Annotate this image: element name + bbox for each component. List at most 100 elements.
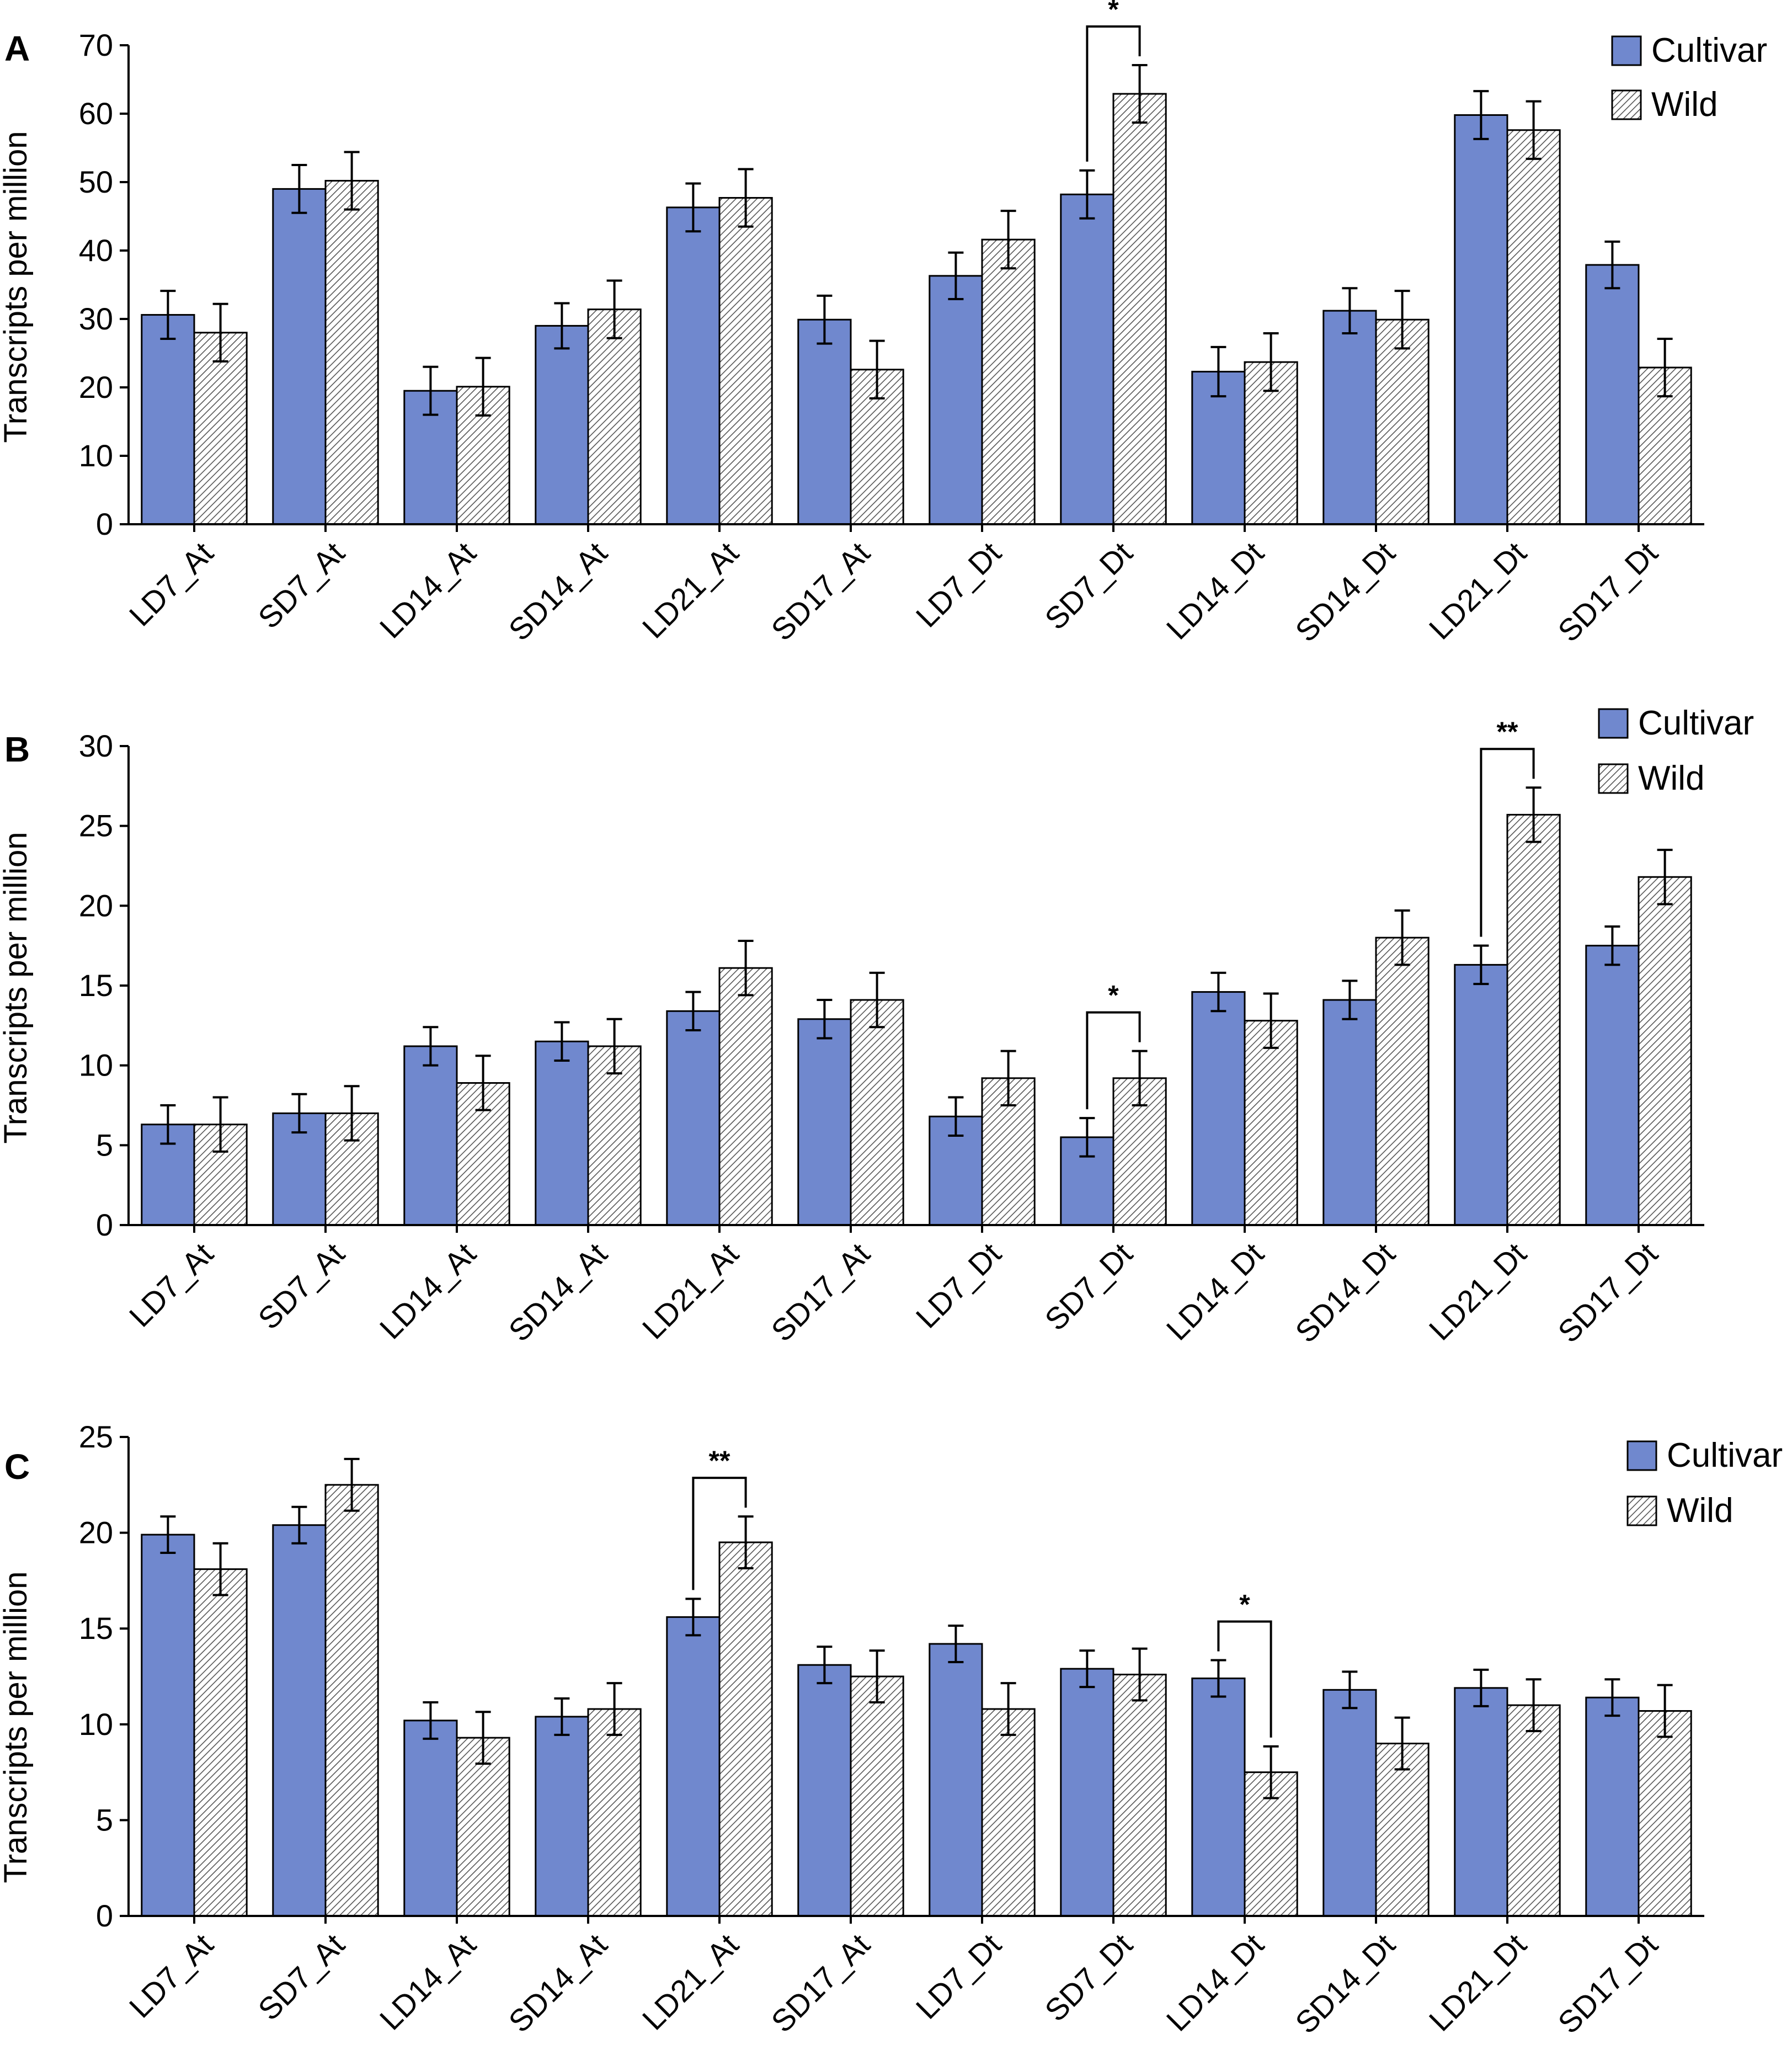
y-tick-label: 20 xyxy=(79,1515,113,1550)
bar-wild xyxy=(1112,1674,1167,1917)
x-tick-label: SD14_At xyxy=(502,1236,614,1348)
legend-label-cultivar: Cultivar xyxy=(1638,704,1754,742)
x-tick-label: LD7_At xyxy=(122,535,220,633)
x-tick-label: LD14_At xyxy=(373,535,483,645)
bar-cultivar xyxy=(1454,1687,1508,1917)
bar-cultivar xyxy=(141,314,195,525)
bar-wild xyxy=(1244,1020,1298,1226)
bar-cultivar xyxy=(1060,193,1114,525)
bar-wild xyxy=(981,1708,1036,1917)
bar-wild xyxy=(850,1675,904,1917)
y-tick-label: 60 xyxy=(79,96,113,131)
bar-wild xyxy=(324,1484,379,1917)
x-tick-label: SD14_Dt xyxy=(1288,1236,1402,1350)
x-tick-label: SD17_Dt xyxy=(1551,1927,1665,2041)
bar-cultivar xyxy=(666,206,721,525)
x-tick-label: LD7_At xyxy=(122,1927,220,2025)
panel-letter-a: A xyxy=(4,29,30,68)
bar-cultivar xyxy=(1322,1689,1377,1917)
bar-cultivar xyxy=(403,1719,458,1917)
y-tick-label: 0 xyxy=(96,1898,113,1933)
legend-label-cultivar: Cultivar xyxy=(1667,1436,1783,1474)
bar-wild xyxy=(718,1541,773,1917)
bar-cultivar xyxy=(797,1018,852,1226)
bar-cultivar xyxy=(272,188,327,525)
y-tick-label: 15 xyxy=(79,1611,113,1646)
y-axis-title-c: Transcripts per million xyxy=(0,1571,34,1883)
legend-a: Cultivar Wild xyxy=(1611,31,1767,124)
x-tick-label: SD14_At xyxy=(502,535,614,647)
x-tick-label: LD21_Dt xyxy=(1422,1927,1533,2038)
bar-wild xyxy=(981,238,1036,525)
y-tick-label: 20 xyxy=(79,888,113,923)
legend-label-cultivar: Cultivar xyxy=(1651,31,1767,70)
x-tick-label: SD14_Dt xyxy=(1288,1927,1402,2041)
bar-wild xyxy=(1506,1704,1561,1917)
x-tick-label: SD17_Dt xyxy=(1551,535,1665,649)
bar-cultivar xyxy=(1454,963,1508,1226)
significance-bracket xyxy=(692,1477,747,1590)
y-tick-label: 25 xyxy=(79,808,113,843)
legend-swatch-cultivar xyxy=(1626,1440,1657,1471)
y-tick-label: 0 xyxy=(96,507,113,541)
x-tick-label: SD17_At xyxy=(764,535,876,647)
x-tick-label: SD17_At xyxy=(764,1927,876,2039)
y-tick-label: 5 xyxy=(96,1127,113,1162)
bar-wild xyxy=(1638,1710,1692,1917)
bar-cultivar xyxy=(1585,1696,1640,1917)
bar-cultivar xyxy=(929,275,983,525)
y-axis-title-a: Transcripts per million xyxy=(0,131,34,443)
bar-wild xyxy=(324,180,379,525)
x-tick-label: SD17_Dt xyxy=(1551,1236,1665,1350)
x-tick-label: LD21_Dt xyxy=(1422,1236,1533,1347)
x-tick-label: LD21_At xyxy=(636,535,745,645)
y-tick-label: 30 xyxy=(79,301,113,336)
bar-wild xyxy=(1375,318,1430,525)
x-tick-label: LD7_Dt xyxy=(909,1236,1008,1335)
bar-cultivar xyxy=(403,1045,458,1226)
bar-wild xyxy=(1375,936,1430,1226)
bar-cultivar xyxy=(1585,945,1640,1226)
x-tick-label: LD14_Dt xyxy=(1160,1236,1271,1347)
y-tick-label: 15 xyxy=(79,968,113,1003)
bar-cultivar xyxy=(929,1643,983,1917)
x-tick-label: LD7_At xyxy=(122,1236,220,1334)
bar-wild xyxy=(587,1045,642,1226)
x-tick-label: SD7_At xyxy=(251,535,351,635)
y-tick-label: 10 xyxy=(79,1048,113,1083)
y-tick-label: 30 xyxy=(79,728,113,763)
x-tick-label: LD21_Dt xyxy=(1422,535,1533,646)
bar-wild xyxy=(718,967,773,1226)
legend-swatch-wild xyxy=(1611,89,1642,120)
bar-cultivar xyxy=(797,1664,852,1917)
y-tick-label: 10 xyxy=(79,438,113,473)
bar-wild xyxy=(193,332,248,525)
legend-label-wild: Wild xyxy=(1638,759,1705,797)
plot-area-a: LD7_At SD7_At LD14_At SD14_At LD21_At SD17_At… xyxy=(79,0,1704,648)
significance-bracket xyxy=(1217,1620,1272,1738)
significance-label: * xyxy=(1239,1589,1250,1620)
x-tick-label: SD7_Dt xyxy=(1038,1927,1139,2029)
bar-cultivar xyxy=(1060,1668,1114,1917)
y-tick-label: 25 xyxy=(79,1419,113,1454)
bar-cultivar xyxy=(1454,114,1508,525)
bar-cultivar xyxy=(1322,310,1377,525)
x-tick-label: SD14_Dt xyxy=(1288,535,1402,649)
x-tick-label: SD7_Dt xyxy=(1038,1236,1139,1338)
x-tick-label: LD7_Dt xyxy=(909,1927,1008,2026)
bar-wild xyxy=(1112,93,1167,525)
bar-cultivar xyxy=(1322,999,1377,1226)
y-tick-label: 0 xyxy=(96,1207,113,1242)
bar-cultivar xyxy=(535,1040,589,1226)
significance-label: ** xyxy=(1497,716,1518,747)
x-tick-label: LD14_Dt xyxy=(1160,1927,1271,2038)
bar-cultivar xyxy=(797,318,852,525)
x-tick-label: LD14_At xyxy=(373,1236,483,1346)
x-tick-label: SD14_At xyxy=(502,1927,614,2039)
significance-label: * xyxy=(1108,980,1119,1011)
bar-cultivar xyxy=(141,1534,195,1917)
plot-area-c: LD7_At SD7_At LD14_At SD14_At LD21_At SD17_At… xyxy=(79,1419,1704,2040)
panel-letter-b: B xyxy=(4,730,30,769)
x-tick-label: LD21_At xyxy=(636,1927,745,2037)
y-tick-label: 40 xyxy=(79,233,113,268)
